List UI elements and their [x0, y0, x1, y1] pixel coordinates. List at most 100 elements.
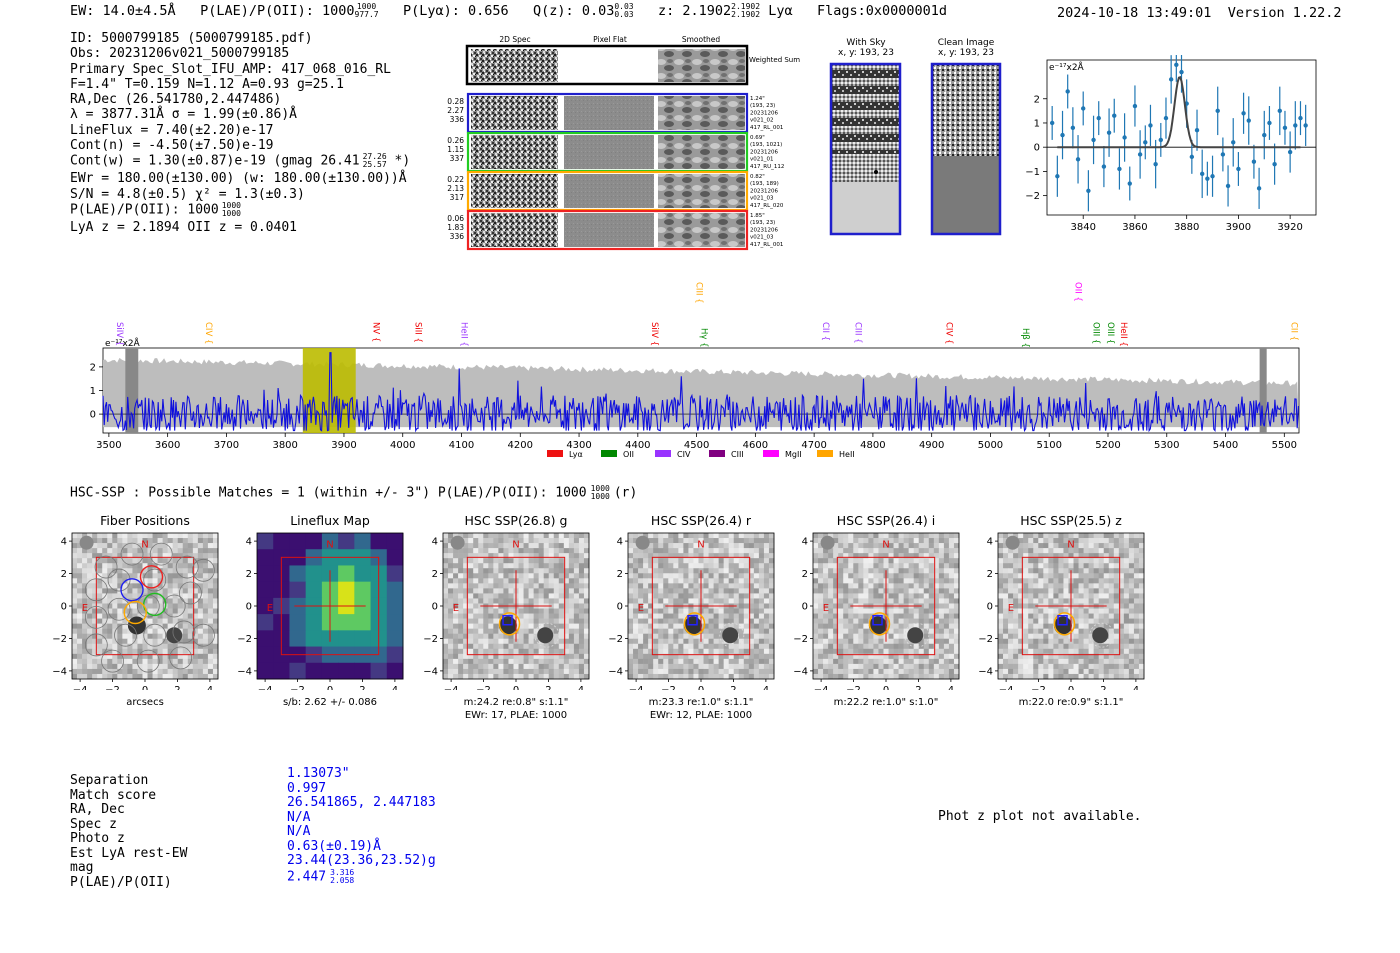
image-pixel: [843, 673, 849, 680]
image-pixel: [563, 538, 570, 544]
image-pixel: [918, 563, 925, 569]
image-pixel: [97, 568, 103, 574]
match-value: 1.13073": [287, 766, 350, 781]
image-pixel: [713, 568, 719, 574]
image-pixel: [728, 623, 735, 629]
panel-ytick-label: 2: [802, 569, 808, 580]
image-pixel: [1093, 653, 1099, 660]
image-pixel: [202, 563, 209, 569]
hsc-header-lo: 1000: [590, 492, 610, 501]
image-pixel: [503, 583, 509, 589]
image-pixel: [1003, 628, 1009, 634]
image-pixel: [893, 628, 899, 634]
image-pixel: [578, 598, 585, 604]
spectrum-unit: e⁻¹⁷x2Å: [105, 337, 141, 349]
image-pixel: [72, 623, 78, 629]
image-pixel: [528, 673, 534, 680]
image-pixel: [117, 653, 123, 660]
image-pixel: [733, 608, 740, 614]
image-pixel: [883, 543, 889, 549]
image-pixel: [493, 593, 499, 599]
image-pixel: [1113, 628, 1120, 634]
image-pixel: [753, 628, 760, 634]
caption-line-1: m:24.2 re:0.8" s:1.1": [463, 697, 569, 708]
image-pixel: [1118, 668, 1125, 675]
clean-image-frame: [930, 62, 1002, 236]
image-pixel: [147, 663, 153, 670]
image-pixel: [543, 623, 550, 629]
image-pixel: [718, 608, 724, 614]
image-pixel: [167, 588, 173, 594]
image-pixel: [468, 598, 474, 604]
image-pixel: [102, 623, 108, 629]
image-pixel: [918, 588, 925, 594]
image-pixel: [923, 588, 930, 594]
image-pixel: [513, 558, 519, 564]
image-pixel: [483, 553, 489, 559]
image-pixel: [192, 673, 199, 680]
image-pixel: [493, 538, 499, 544]
image-pixel: [688, 543, 694, 549]
image-pixel: [1103, 543, 1110, 549]
image-pixel: [127, 563, 133, 569]
image-pixel: [443, 588, 449, 594]
image-pixel: [933, 533, 940, 539]
image-pixel: [738, 648, 745, 655]
zoom-xtick-label: 3840: [1070, 222, 1095, 233]
image-pixel: [853, 638, 859, 645]
image-pixel: [107, 568, 113, 574]
image-pixel: [948, 578, 955, 584]
image-pixel: [463, 668, 469, 675]
image-pixel: [653, 543, 659, 549]
image-pixel: [187, 653, 194, 660]
image-pixel: [733, 568, 740, 574]
image-pixel: [883, 653, 889, 660]
image-pixel: [1123, 618, 1130, 624]
image-pixel: [493, 628, 499, 634]
zoom-point: [1220, 152, 1226, 157]
image-pixel: [212, 658, 219, 665]
image-pixel: [563, 578, 570, 584]
image-pixel: [658, 563, 664, 569]
emission-line-label: OIII {: [1105, 322, 1115, 344]
image-pixel: [548, 593, 555, 599]
image-pixel: [828, 643, 834, 650]
image-pixel: [488, 543, 494, 549]
image-pixel: [1128, 618, 1135, 624]
panel-ytick-label: 4: [61, 537, 67, 548]
image-pixel: [898, 543, 904, 549]
image-pixel: [713, 653, 719, 660]
heatmap-cell: [305, 614, 323, 631]
image-pixel: [768, 643, 775, 650]
image-pixel: [673, 588, 679, 594]
image-pixel: [853, 653, 859, 660]
heatmap-cell: [354, 614, 372, 631]
image-pixel: [948, 638, 955, 645]
image-pixel: [908, 598, 914, 604]
image-pixel: [82, 603, 88, 609]
image-pixel: [908, 673, 914, 680]
image-pixel: [748, 538, 755, 544]
image-pixel: [458, 648, 464, 655]
image-pixel: [753, 538, 760, 544]
image-pixel: [538, 653, 544, 660]
image-pixel: [1128, 633, 1135, 640]
image-pixel: [728, 578, 735, 584]
image-pixel: [157, 613, 163, 619]
panel-xtick-label: 0: [883, 685, 889, 690]
image-pixel: [142, 618, 148, 624]
image-pixel: [468, 548, 474, 554]
legend-label: HeII: [839, 450, 855, 459]
image-pixel: [828, 658, 834, 665]
image-pixel: [853, 623, 859, 629]
image-pixel: [743, 643, 750, 650]
image-pixel: [102, 598, 108, 604]
image-pixel: [633, 558, 639, 564]
image-pixel: [928, 638, 935, 645]
image-pixel: [1058, 673, 1064, 680]
panel-xtick-label: 4: [207, 685, 213, 690]
image-pixel: [443, 663, 449, 670]
image-pixel: [142, 553, 148, 559]
image-pixel: [202, 613, 209, 619]
zoom-point: [1117, 166, 1122, 172]
